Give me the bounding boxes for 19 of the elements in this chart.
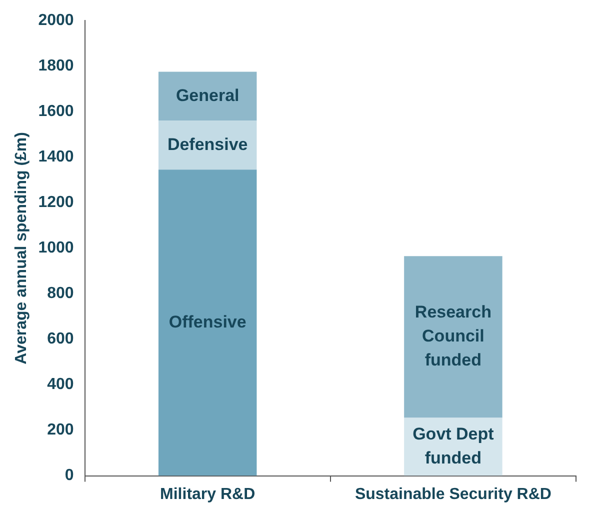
y-tick-label: 1400 bbox=[38, 148, 74, 166]
y-tick-label: 800 bbox=[47, 285, 74, 302]
y-tick-label: 200 bbox=[47, 422, 74, 439]
series-label: Research Council funded bbox=[414, 302, 492, 370]
y-tick-label: 1000 bbox=[38, 240, 74, 257]
y-tick-label: 0 bbox=[64, 467, 74, 484]
y-tick-label: 600 bbox=[47, 330, 74, 348]
y-tick-label: 1200 bbox=[38, 194, 74, 212]
y-tick-label: 1600 bbox=[38, 103, 74, 120]
y-tick-label: 2000 bbox=[38, 12, 74, 30]
y-axis-title: Average annual spending (£m) bbox=[13, 132, 30, 364]
series-label: Govt Dept funded bbox=[412, 424, 494, 468]
x-tick-label: Military R&D bbox=[160, 486, 256, 503]
y-tick-label: 1800 bbox=[38, 58, 74, 75]
series-label: Offensive bbox=[168, 312, 246, 332]
x-tick-label: Sustainable Security R&D bbox=[354, 486, 552, 503]
y-tick-label: 400 bbox=[47, 376, 74, 394]
series-label: Defensive bbox=[167, 134, 248, 154]
series-label: General bbox=[176, 86, 240, 105]
